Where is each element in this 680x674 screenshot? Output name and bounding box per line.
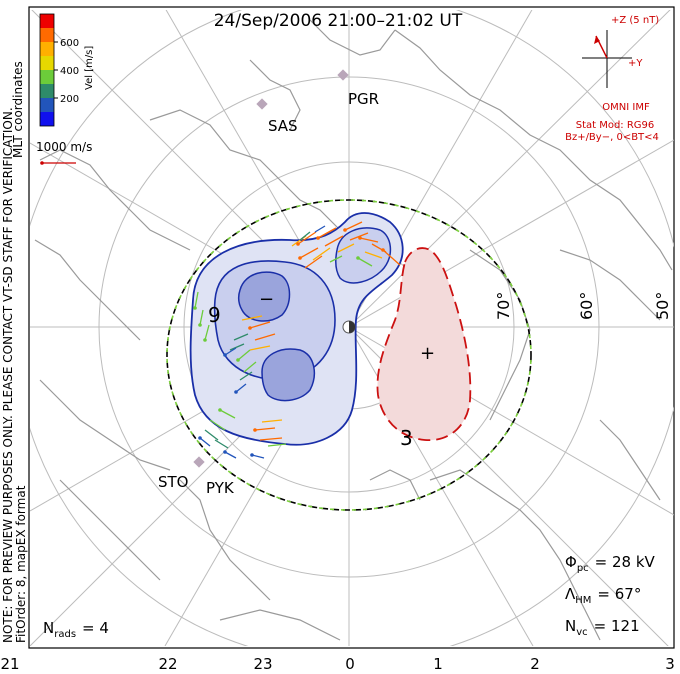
colorbar-segment <box>40 14 54 28</box>
scale-vector-label: 1000 m/s <box>36 140 92 154</box>
n-rads-stat: Nrads = 4 <box>43 619 109 640</box>
imf-vector-arrowhead <box>594 36 600 44</box>
colorbar-segment <box>40 28 54 42</box>
negative-cell-sign: − <box>259 289 274 310</box>
map-title: 24/Sep/2006 21:00–21:02 UT <box>214 11 463 31</box>
velocity-vectors <box>193 221 401 459</box>
colorbar-segment <box>40 112 54 126</box>
imf-condition-label: Bz+/By−, 0<BT<4 <box>565 132 659 143</box>
colorbar-segment <box>40 70 54 84</box>
hm-boundary <box>166 199 532 511</box>
contour-label-positive: 3 <box>400 426 413 450</box>
colorbar-tick-600: 600 <box>60 38 79 49</box>
preview-note-label: NOTE: FOR PREVIEW PURPOSES ONLY. PLEASE … <box>1 107 15 643</box>
latitude-label-60: 60° <box>577 292 596 320</box>
pole-marker <box>342 320 356 334</box>
colorbar-segment <box>40 98 54 112</box>
colorbar-tick-400: 400 <box>60 66 79 77</box>
mlt-coordinates-label: MLT coordinates <box>11 61 25 158</box>
colorbar-tick-200: 200 <box>60 94 79 105</box>
velocity-colorbar: 600 400 200 Vel [m/s] <box>39 13 95 127</box>
imf-z-label: +Z (5 nT) <box>611 15 659 26</box>
mlt-axis: 21 22 23 0 1 2 3 <box>0 655 674 673</box>
coastlines <box>34 19 673 641</box>
mlt-tick-3: 3 <box>665 655 675 673</box>
positive-cell <box>376 247 472 441</box>
positive-cell-sign: + <box>420 343 435 364</box>
colorbar-title: Vel [m/s] <box>84 46 95 90</box>
scale-vector: 1000 m/s <box>36 140 92 165</box>
station-label-pyk: PYK <box>206 479 235 497</box>
station-label-sas: SAS <box>268 117 298 135</box>
mlt-tick-22: 22 <box>158 655 177 673</box>
mlt-tick-1: 1 <box>433 655 443 673</box>
fitorder-label: FitOrder: 8, mapEX format <box>14 485 28 643</box>
colorbar-segment <box>40 56 54 70</box>
map-statistics: Φpc = 28 kV ΛHM = 67° Nvc = 121 Nrads = 4 <box>43 553 656 640</box>
phi-pc-stat: Φpc = 28 kV <box>565 553 656 574</box>
imf-clock: +Z (5 nT) +Y OMNI IMF Stat Mod: RG96 Bz+… <box>565 15 659 143</box>
colorbar-segment <box>40 84 54 98</box>
station-label-pgr: PGR <box>348 90 379 108</box>
negative-cell <box>189 212 404 446</box>
imf-y-label: +Y <box>628 58 643 69</box>
colorbar-segment <box>40 42 54 56</box>
contour-label-negative: 9 <box>208 303 221 327</box>
latitude-label-50: 50° <box>653 292 672 320</box>
station-label-sto: STO <box>158 473 189 491</box>
mlt-tick-0: 0 <box>345 655 355 673</box>
mlt-tick-21: 21 <box>0 655 19 673</box>
mlt-tick-2: 2 <box>530 655 540 673</box>
colorbar-blocks <box>40 14 54 126</box>
n-vc-stat: Nvc = 121 <box>565 617 640 638</box>
lambda-hm-stat: ΛHM = 67° <box>565 585 641 606</box>
imf-source-label: OMNI IMF <box>602 102 650 113</box>
latitude-label-70: 70° <box>494 292 513 320</box>
mlt-tick-23: 23 <box>253 655 272 673</box>
stat-model-label: Stat Mod: RG96 <box>576 120 655 131</box>
